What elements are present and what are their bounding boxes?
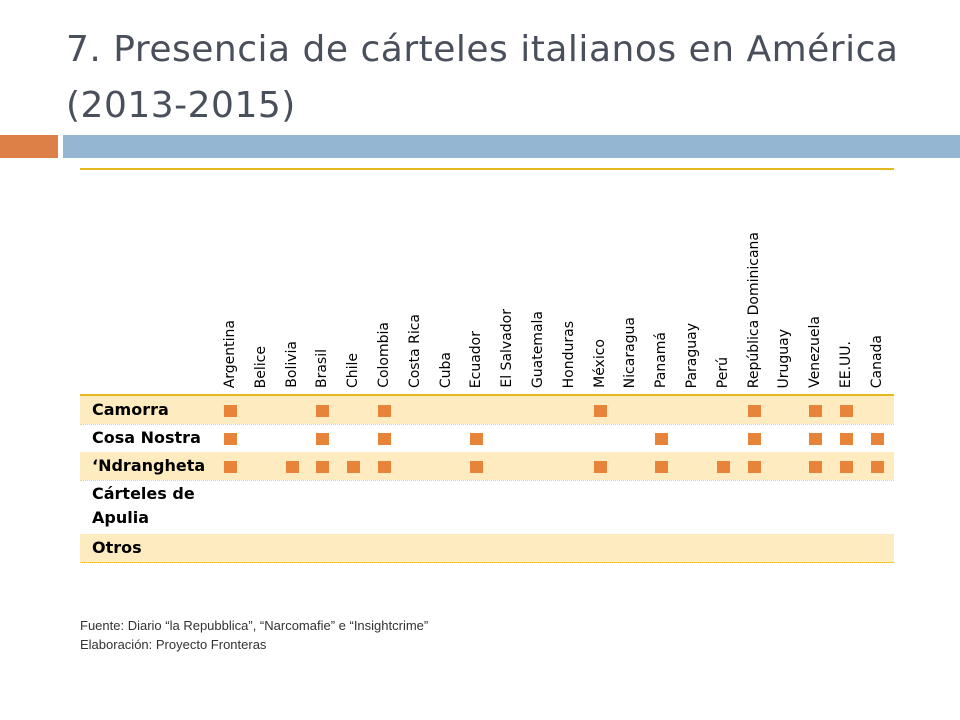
column-header-country: Brasil <box>314 348 331 388</box>
presence-marker <box>316 433 330 445</box>
column-header-country: Belice <box>252 345 269 388</box>
table-row: Otros <box>80 534 894 562</box>
row-label: Camorra <box>92 400 169 419</box>
presence-marker <box>593 405 607 417</box>
column-header-country: Colombia <box>376 322 392 388</box>
table-row: Cosa Nostra <box>80 424 894 452</box>
title-accent-bar-orange <box>0 135 58 158</box>
presence-marker <box>224 461 237 473</box>
column-header-country: EE.UU. <box>838 340 854 388</box>
presence-marker <box>840 461 853 473</box>
column-header-country: Argentina <box>222 319 238 388</box>
presence-marker <box>870 433 884 445</box>
presence-marker <box>316 461 330 473</box>
presence-marker <box>378 461 391 473</box>
presence-marker <box>316 405 330 417</box>
presence-marker <box>840 433 853 445</box>
column-header-country: México <box>591 339 608 388</box>
slide-title: 7. Presencia de cárteles italianos en Am… <box>66 29 899 126</box>
presence-marker <box>378 433 391 445</box>
column-header-country: Uruguay <box>776 328 793 389</box>
presence-marker <box>747 461 761 473</box>
presence-marker <box>593 461 607 473</box>
footnote-credit: Elaboración: Proyecto Fronteras <box>80 637 267 652</box>
presence-marker <box>224 433 237 445</box>
presence-table: Camorra Cosa Nostra ‘Ndrangheta Cárteles de… <box>80 168 894 564</box>
presence-marker <box>285 461 299 473</box>
presence-marker <box>809 461 823 473</box>
column-header-country: Chile <box>345 352 362 388</box>
table-row: Cárteles de Apulia <box>80 480 894 534</box>
footnote-source: Fuente: Diario “la Repubblica”, “Narcoma… <box>80 618 429 633</box>
row-separator <box>80 424 894 425</box>
presence-marker <box>655 433 669 445</box>
table-header-separator <box>80 394 894 396</box>
column-header-country: Perú <box>714 356 731 388</box>
presence-marker <box>655 461 669 473</box>
presence-marker <box>840 405 853 417</box>
presence-marker <box>747 433 761 445</box>
table-row: ‘Ndrangheta <box>80 452 894 480</box>
column-header-country: República Dominicana <box>745 231 762 388</box>
column-header-country: Paraguay <box>684 322 700 388</box>
title-accent-bar-blue <box>63 135 960 158</box>
column-header-country: Costa Rica <box>406 313 423 388</box>
table-row: Camorra <box>80 396 894 424</box>
column-header-country: Guatemala <box>530 310 546 388</box>
presence-marker <box>747 405 761 417</box>
row-separator <box>80 562 894 563</box>
presence-marker <box>347 461 361 473</box>
column-header-country: Venezuela <box>807 316 824 388</box>
presence-marker <box>716 461 730 473</box>
column-header-country: Ecuador <box>468 330 485 388</box>
table-top-border <box>80 168 894 170</box>
column-header-country: Canada <box>868 334 885 388</box>
column-header-country: Panamá <box>653 331 670 388</box>
presence-marker <box>870 461 884 473</box>
column-header-country: Cuba <box>437 351 454 388</box>
presence-marker <box>809 433 823 445</box>
presence-marker <box>378 405 391 417</box>
presence-marker <box>470 433 484 445</box>
presence-marker <box>224 405 237 417</box>
row-label: Cosa Nostra <box>92 428 201 447</box>
footnote: Fuente: Diario “la Repubblica”, “Narcoma… <box>80 616 428 654</box>
column-header-country: El Salvador <box>499 309 516 388</box>
row-label: ‘Ndrangheta <box>92 456 206 475</box>
column-header-country: Honduras <box>560 320 577 388</box>
presence-marker <box>809 405 823 417</box>
presence-marker <box>470 461 484 473</box>
row-separator <box>80 480 894 481</box>
column-header-country: Bolivia <box>283 341 300 388</box>
row-label: Otros <box>92 538 142 557</box>
column-header-country: Nicaragua <box>622 316 639 388</box>
row-label: Cárteles de Apulia <box>92 484 195 527</box>
